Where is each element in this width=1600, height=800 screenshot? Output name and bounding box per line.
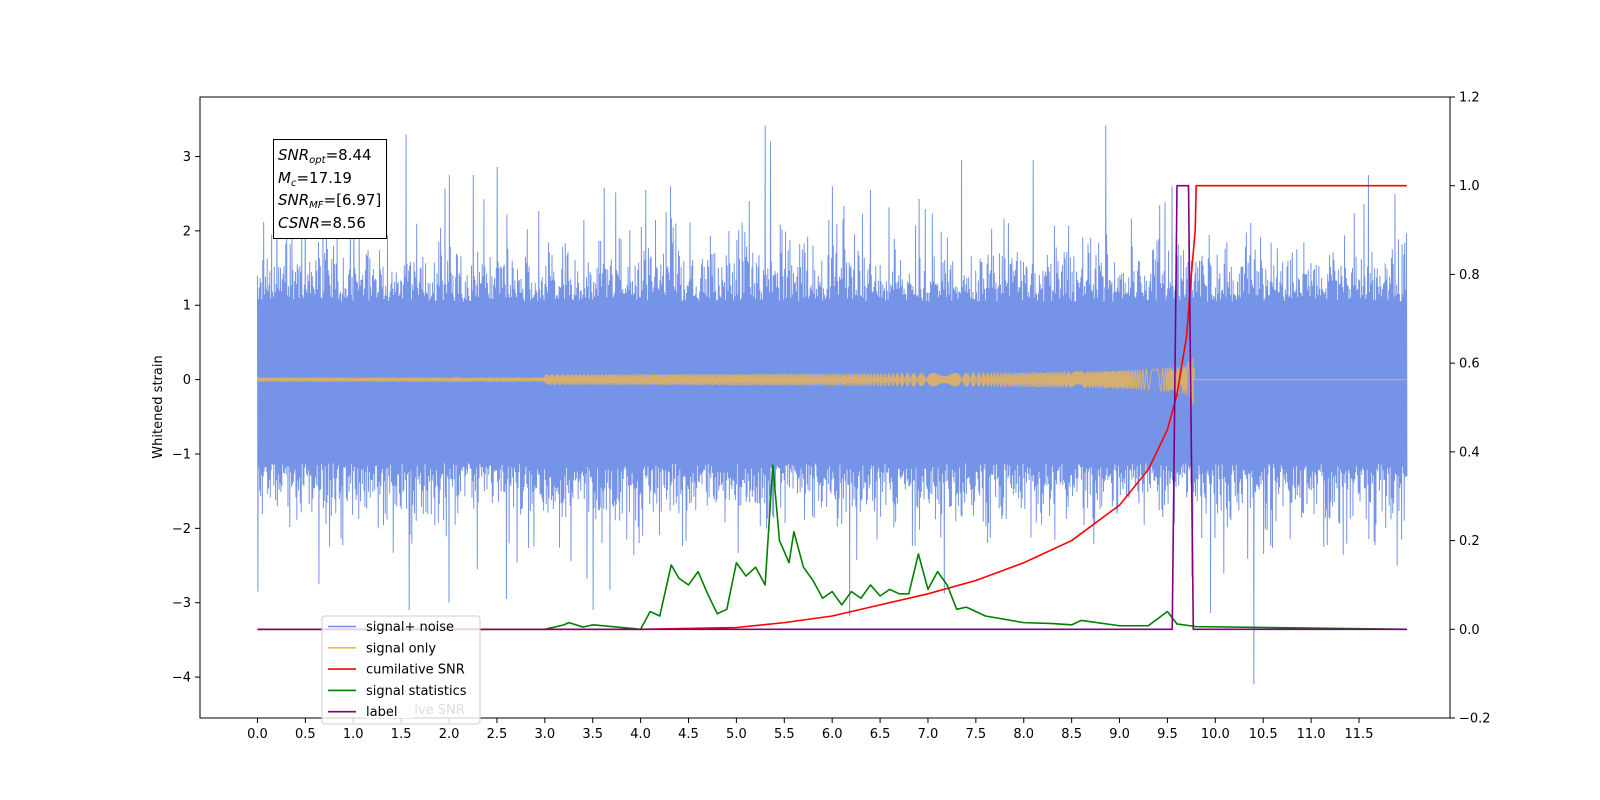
x-tick-label: 6.5 [870,727,891,742]
snr-opt-value: 8.44 [338,146,372,164]
axes-frame [199,96,1451,719]
legend-label: cumilative SNR [366,663,465,678]
x-tick-label: 4.0 [630,727,651,742]
x-tick-label: 8.5 [1061,727,1082,742]
y-tick-label: −4 [172,671,191,686]
y-tick-label: −1 [172,447,191,462]
y-tick-label: −3 [172,596,191,611]
series-cumulative-snr [257,184,1407,631]
x-tick-label: 5.0 [726,727,747,742]
y-tick-label: 1 [183,299,191,314]
y-axis-right: 1.2 1.0 0.8 0.6 0.4 0.2 0.0 −0.2 [1450,91,1491,727]
annotation-box: SNRopt=8.44 Mc=17.19 SNRMF=[6.97] CSNR=8… [273,139,388,239]
chirp-mass-value: 17.19 [309,168,352,187]
x-tick-label: 5.5 [774,727,795,742]
plot-area [256,125,1408,685]
y2-tick-label: 0.4 [1459,445,1480,460]
y2-tick-label: 0.6 [1459,357,1480,372]
snr-mf-value: [6.97] [336,191,382,209]
y2-tick-label: 0.0 [1459,623,1480,638]
y2-tick-label: −0.2 [1459,712,1491,727]
legend-label: signal only [366,641,436,656]
x-tick-label: 9.0 [1109,727,1130,742]
legend-label: signal statistics [366,684,467,699]
legend-box [321,615,481,725]
x-tick-label: 11.5 [1345,727,1374,742]
x-tick-label: 0.0 [247,727,268,742]
y-axis-left: 3 2 1 0 −1 −2 −3 −4 [172,150,200,686]
x-tick-label: 7.5 [966,727,987,742]
chirp-mass-line: Mc=17.19 [278,168,352,189]
csnr-line: CSNR=8.56 [278,213,366,232]
x-tick-label: 8.0 [1013,727,1034,742]
legend-ghost-mask [364,701,414,718]
x-tick-label: 3.0 [534,727,555,742]
x-tick-label: 0.5 [295,727,316,742]
y-tick-label: −2 [172,522,191,537]
x-tick-label: 4.5 [678,727,699,742]
y2-tick-label: 1.2 [1459,91,1480,106]
y-tick-label: 2 [183,224,191,239]
x-axis: 0.0 0.5 1.0 1.5 2.0 2.5 3.0 3.5 4.0 4.5 5.0 5.5 6.0 6… [247,718,1373,742]
y2-tick-label: 0.2 [1459,534,1480,549]
y2-tick-label: 1.0 [1459,179,1480,194]
y-tick-label: 3 [183,150,191,165]
snr-mf-line: SNRMF=[6.97] [278,191,382,211]
snr-opt-line: SNRopt=8.44 [278,146,372,166]
x-tick-label: 11.0 [1297,727,1326,742]
x-tick-label: 2.0 [439,727,460,742]
y2-tick-label: 0.8 [1459,268,1480,283]
series-signal-noise [256,125,1408,685]
legend-label: label [366,705,397,720]
series-label [257,184,1407,631]
x-tick-label: 1.5 [391,727,412,742]
x-tick-label: 9.5 [1157,727,1178,742]
x-tick-label: 7.0 [918,727,939,742]
y-tick-label: 0 [183,373,191,388]
x-tick-label: 10.5 [1249,727,1278,742]
series-signal-statistics [257,464,1407,631]
x-tick-label: 3.5 [582,727,603,742]
series-signal-only [256,357,1407,406]
x-tick-label: 10.0 [1201,727,1230,742]
y-axis-label: Whitened strain [151,355,166,458]
x-tick-label: 1.0 [343,727,364,742]
x-tick-label: 2.5 [487,727,508,742]
csnr-value: 8.56 [332,213,366,232]
x-tick-label: 6.0 [822,727,843,742]
legend-label: signal+ noise [366,620,454,635]
